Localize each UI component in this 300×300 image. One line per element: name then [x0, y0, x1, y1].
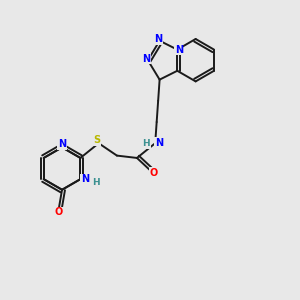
Text: N: N [154, 34, 162, 44]
Text: N: N [142, 54, 150, 64]
Text: N: N [155, 138, 163, 148]
Text: H: H [142, 139, 150, 148]
Text: O: O [55, 207, 63, 217]
Text: N: N [175, 45, 183, 55]
Text: N: N [58, 140, 66, 149]
Text: S: S [94, 135, 101, 145]
Text: H: H [92, 178, 100, 187]
Text: O: O [150, 168, 158, 178]
Text: N: N [81, 174, 89, 184]
